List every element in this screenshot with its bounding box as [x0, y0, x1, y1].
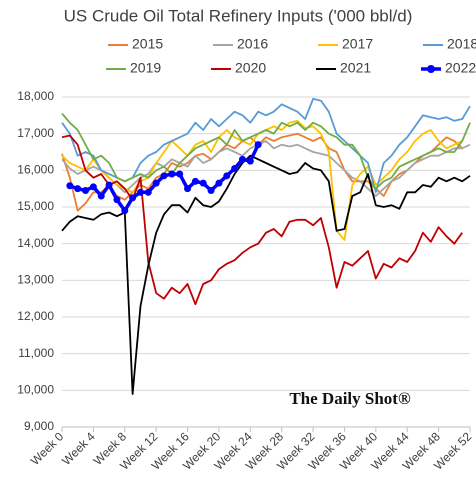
point: [191, 177, 199, 185]
point: [238, 155, 246, 163]
point: [215, 179, 223, 187]
legend-label: 2022: [445, 60, 476, 76]
y-tick-label: 9,000: [24, 419, 54, 433]
series-line: [61, 140, 471, 197]
point: [223, 172, 231, 180]
legend-label: 2020: [235, 60, 266, 76]
point: [136, 188, 144, 196]
y-tick-label: 18,000: [17, 89, 54, 103]
point: [160, 172, 168, 180]
legend-label: 2017: [342, 36, 373, 52]
chart-title: US Crude Oil Total Refinery Inputs ('000…: [64, 6, 413, 25]
watermark: The Daily Shot®: [289, 389, 411, 408]
point: [74, 185, 82, 193]
series-line: [61, 134, 463, 306]
x-tick-label: Week 4: [59, 429, 98, 468]
y-tick-label: 12,000: [17, 309, 54, 323]
point: [129, 194, 137, 202]
point: [113, 196, 121, 204]
y-tick-label: 13,000: [17, 273, 54, 287]
series-line: [61, 97, 471, 194]
legend-label: 2018: [447, 36, 476, 52]
series-line: [61, 132, 463, 212]
legend-marker: [427, 65, 435, 73]
y-tick-label: 11,000: [18, 346, 54, 360]
point: [89, 183, 97, 191]
point: [231, 165, 239, 172]
point: [105, 181, 113, 189]
legend-label: 2019: [130, 60, 161, 76]
point: [199, 179, 207, 187]
legend-label: 2021: [340, 60, 371, 76]
legend-label: 2015: [132, 36, 163, 52]
point: [66, 182, 74, 190]
x-tick-label: Week 0: [28, 429, 67, 468]
point: [254, 141, 262, 149]
point: [121, 207, 129, 215]
point: [168, 170, 176, 178]
point: [82, 187, 90, 194]
point: [97, 192, 105, 200]
y-tick-label: 15,000: [17, 199, 54, 213]
point: [152, 179, 160, 187]
legend-label: 2016: [237, 36, 268, 52]
y-tick-label: 14,000: [17, 236, 54, 250]
series-line: [61, 154, 471, 395]
y-tick-label: 17,000: [17, 126, 54, 140]
y-tick-label: 16,000: [17, 163, 54, 177]
point: [176, 170, 184, 178]
y-tick-label: 10,000: [17, 383, 54, 397]
point: [246, 157, 254, 165]
point: [184, 185, 192, 193]
series-line: [61, 112, 471, 190]
point: [207, 187, 215, 194]
point: [144, 188, 152, 196]
